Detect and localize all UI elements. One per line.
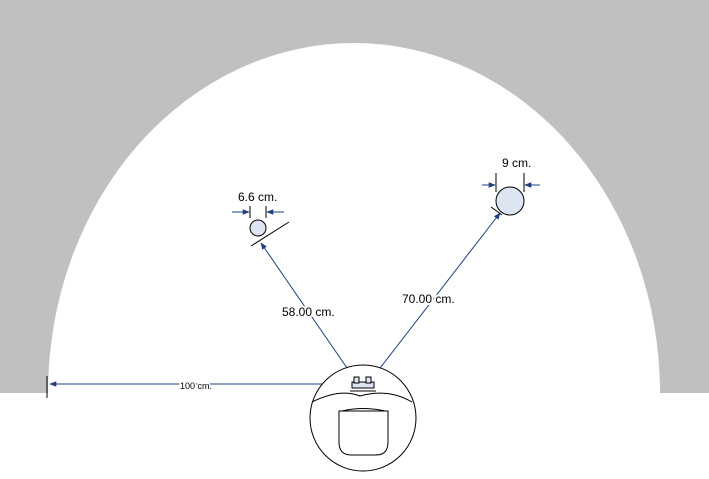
large-ball-diameter-label: 9 cm.: [502, 156, 531, 170]
robot-bumper: [341, 408, 386, 412]
large-ball-distance-line: [369, 212, 501, 382]
robot-icon: [309, 364, 417, 472]
small-ball-distance-line: [260, 242, 357, 382]
robot-camera: [350, 376, 376, 392]
small-ball: 6.6 cm.: [232, 190, 290, 247]
large-ball: 9 cm.: [482, 156, 540, 216]
small-ball-distance-label: 58.00 cm.: [282, 305, 335, 319]
large-ball-distance-label: 70.00 cm.: [402, 292, 455, 306]
robot-front-curve: [311, 392, 413, 403]
small-ball-diameter-label: 6.6 cm.: [238, 190, 277, 204]
radius-label: 100 cm.: [180, 381, 212, 391]
wall-area: [0, 0, 709, 393]
robot-body: [338, 410, 389, 456]
